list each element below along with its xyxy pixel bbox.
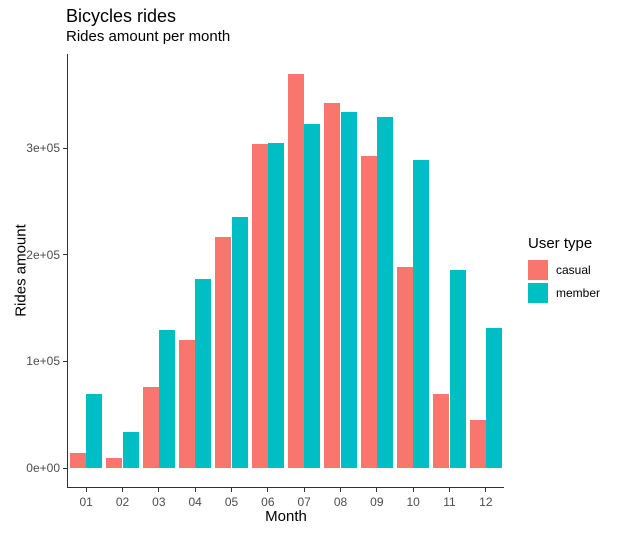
y-tick-label: 0e+00 (26, 461, 60, 475)
legend-key-casual (528, 260, 548, 280)
x-tick-label: 09 (370, 495, 384, 509)
x-tick-label: 12 (479, 495, 493, 509)
plot-panel: 0e+00 1e+05 2e+05 3e+05 01 02 03 04 05 06 07 08 09 10… (26, 54, 504, 508)
bar-casual-01 (69, 453, 87, 468)
chart-subtitle: Rides amount per month (66, 28, 231, 45)
bar-member-07 (304, 123, 321, 468)
y-tick-label: 1e+05 (26, 354, 60, 369)
legend-items: casual member (528, 260, 600, 303)
bar-casual-07 (287, 73, 305, 468)
bar-member-04 (195, 279, 212, 468)
x-tick (449, 488, 450, 492)
legend-item-casual: casual (528, 260, 600, 280)
legend-label-casual: casual (556, 263, 591, 277)
bar-member-06 (267, 142, 285, 468)
x-tick (122, 488, 123, 492)
x-axis-title: Month (265, 508, 307, 525)
x-tick-label: 05 (224, 495, 239, 509)
x-tick (303, 488, 305, 492)
x-tick (267, 488, 269, 492)
x-tick (231, 488, 232, 492)
x-tick-label: 10 (406, 495, 420, 509)
bar-member-11 (449, 269, 466, 468)
x-axis-line (67, 487, 504, 488)
y-tick-label: 3e+05 (26, 141, 60, 156)
y-tick (63, 360, 67, 362)
bar-casual-09 (360, 155, 377, 468)
bar-member-03 (158, 330, 176, 468)
bar-casual-06 (251, 143, 268, 468)
x-tick (412, 488, 414, 492)
x-tick (194, 488, 196, 492)
y-tick (63, 254, 67, 256)
y-tick-label: 2e+05 (26, 247, 60, 262)
bar-casual-12 (469, 420, 486, 468)
x-tick-label: 07 (297, 495, 311, 509)
legend-key-member (528, 283, 548, 303)
bar-casual-02 (106, 458, 123, 468)
x-tick-label: 01 (79, 495, 93, 509)
x-tick (158, 488, 160, 492)
x-tick-label: 03 (152, 495, 166, 509)
bar-member-12 (485, 328, 503, 468)
x-tick-label: 04 (188, 495, 202, 509)
bar-casual-04 (178, 340, 196, 468)
legend: User type casual member (528, 235, 600, 306)
chart-title: Bicycles rides (66, 6, 177, 26)
y-tick (63, 467, 67, 469)
bar-casual-11 (433, 394, 450, 468)
x-tick (376, 488, 378, 492)
bar-member-08 (340, 111, 357, 468)
legend-item-member: member (528, 283, 600, 303)
bar-member-10 (413, 159, 430, 468)
y-axis-title: Rides amount (12, 224, 30, 317)
x-tick-label: 08 (333, 495, 348, 509)
bar-member-01 (86, 394, 103, 468)
legend-label-member: member (556, 286, 601, 300)
bar-casual-10 (396, 266, 414, 468)
bar-member-09 (376, 117, 394, 468)
x-tick (485, 488, 487, 492)
y-tick (63, 147, 67, 149)
bar-member-02 (122, 431, 139, 468)
bar-casual-05 (215, 236, 232, 468)
bar-member-05 (231, 217, 248, 468)
y-axis-line (67, 54, 68, 488)
legend-title: User type (528, 235, 593, 252)
bar-casual-03 (142, 386, 159, 468)
x-tick-label: 06 (261, 495, 275, 509)
x-tick (85, 488, 87, 492)
x-tick-label: 11 (443, 495, 456, 509)
x-tick (340, 488, 341, 492)
x-tick-label: 02 (115, 495, 130, 509)
bar-casual-08 (324, 103, 341, 468)
